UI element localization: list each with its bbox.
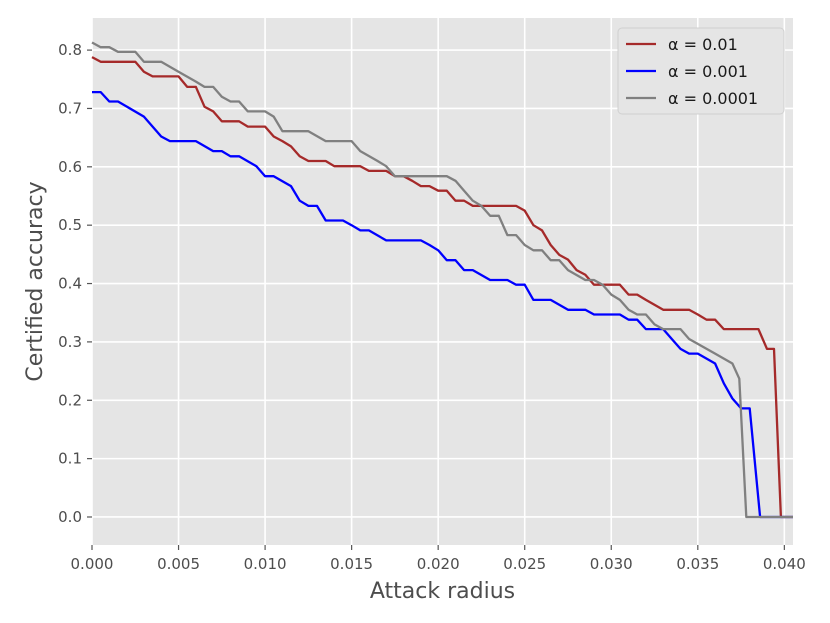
x-tick-label: 0.030 (590, 555, 633, 573)
x-tick-label: 0.010 (244, 555, 287, 573)
x-tick-label: 0.040 (763, 555, 806, 573)
legend-label-1: α = 0.001 (668, 62, 748, 81)
legend-label-0: α = 0.01 (668, 35, 738, 54)
y-tick-label: 0.0 (58, 508, 82, 526)
series-line-1 (92, 90, 793, 519)
x-tick-label: 0.035 (676, 555, 719, 573)
y-axis-label: Certified accuracy (23, 181, 48, 381)
y-tick-label: 0.1 (58, 450, 82, 468)
x-tick-label: 0.005 (157, 555, 200, 573)
y-tick-label: 0.8 (58, 41, 82, 59)
legend-label-2: α = 0.0001 (668, 89, 758, 108)
x-tick-label: 0.020 (417, 555, 460, 573)
series-line-2 (91, 41, 793, 519)
series-line-0 (91, 56, 793, 519)
legend-box (617, 27, 785, 115)
legend: α = 0.01 α = 0.001 α = 0.0001 (617, 27, 785, 115)
y-tick-label: 0.3 (58, 333, 82, 351)
y-tick-label: 0.2 (58, 391, 82, 409)
x-axis-label: Attack radius (370, 579, 515, 604)
y-axis-ticks: 0.0 0.1 0.2 0.3 0.4 0.5 0.6 0.7 0.8 (58, 41, 92, 526)
y-tick-label: 0.5 (58, 216, 82, 234)
y-tick-label: 0.6 (58, 158, 82, 176)
x-tick-label: 0.025 (503, 555, 546, 573)
x-tick-label: 0.015 (330, 555, 373, 573)
y-tick-label: 0.4 (58, 275, 82, 293)
series-lines (91, 41, 793, 519)
x-axis-ticks: 0.000 0.005 0.010 0.015 0.020 0.025 0.030 0.035… (71, 545, 806, 573)
y-tick-label: 0.7 (58, 99, 82, 117)
x-tick-label: 0.000 (71, 555, 114, 573)
